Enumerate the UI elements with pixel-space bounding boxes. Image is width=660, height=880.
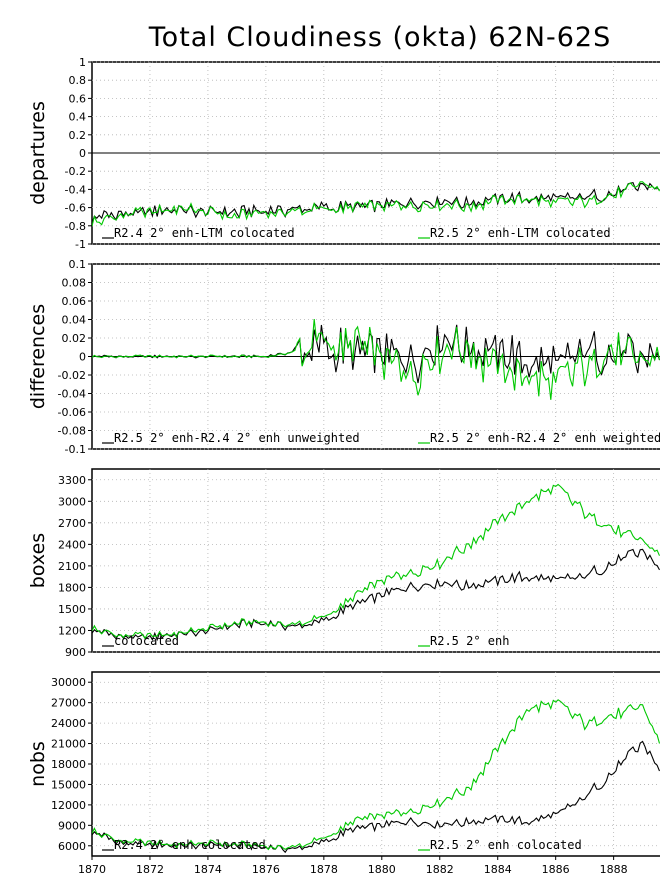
y-tick-label: 12000 [51,799,86,812]
y-tick-label: 30000 [51,676,86,689]
y-tick-label: 18000 [51,758,86,771]
y-tick-label: 2400 [58,538,86,551]
legend-label: R2.4 2° enh colocated [114,838,266,852]
y-tick-label: -0.08 [58,425,86,438]
y-tick-label: 1800 [58,581,86,594]
y-axis-label: boxes [27,533,49,588]
y-tick-label: 1500 [58,603,86,616]
y-tick-label: 9000 [58,819,86,832]
y-tick-label: -0.8 [65,220,86,233]
y-axis-label: departures [27,101,49,205]
x-tick-label: 1870 [78,863,106,876]
y-tick-label: -0.6 [65,202,86,215]
y-tick-label: -0.06 [58,406,86,419]
y-tick-label: 0.02 [62,332,87,345]
legend-label: R2.4 2° enh-LTM colocated [114,226,295,240]
legend-label: R2.5 2° enh [430,634,509,648]
panel-boxes: 900 1200 1500 1800 2100 2400 2700 3000 3300 boxes… [27,468,660,659]
series-line-green [92,319,660,400]
y-tick-label: -0.4 [65,183,86,196]
y-tick-label: 24000 [51,717,86,730]
chart-title: Total Cloudiness (okta) 62N-62S [148,22,612,53]
y-tick-label: 15000 [51,778,86,791]
x-tick-label: 1876 [252,863,280,876]
y-tick-label: 3300 [58,474,86,487]
y-tick-label: 1 [79,56,86,69]
y-axis-label: nobs [27,741,49,787]
panel-differences: -0.1 -0.08 -0.06 -0.04 -0.02 0 0.02 0.04 0.06 0.0… [27,258,660,456]
plot-frame [91,468,660,653]
y-tick-label: 0.8 [69,74,87,87]
y-tick-label: -1 [75,238,86,251]
legend-label: R2.5 2° enh-R2.4 2° enh weighted [430,431,660,445]
y-tick-label: -0.02 [58,369,86,382]
series-line-black [92,740,660,854]
x-tick-label: 1872 [136,863,164,876]
y-tick-label: -0.04 [58,388,86,401]
x-tick-label: 1880 [368,863,396,876]
panel-departures: -1 -0.8 -0.6 -0.4 -0.2 0 0.2 0.4 0.6 0.8 1 departur… [27,56,660,251]
y-tick-label: 27000 [51,697,86,710]
y-tick-label: 0.06 [62,295,87,308]
series-line-green [92,181,660,227]
series-line-black [92,181,660,224]
legend-label: R2.5 2° enh-R2.4 2° enh unweighted [114,431,360,445]
y-tick-label: 0.04 [62,314,87,327]
y-tick-label: 2700 [58,517,86,530]
x-tick-label: 1882 [426,863,454,876]
x-tick-label: 1878 [310,863,338,876]
legend-label: R2.5 2° enh-LTM colocated [430,226,611,240]
x-tick-label: 1884 [484,863,512,876]
x-axis: 1870 1872 1874 1876 1878 1880 1882 1884 1886 1888 [78,856,628,876]
legend-label: colocated [114,634,179,648]
y-axis-label: differences [27,304,49,409]
series-line-black [92,548,660,642]
x-tick-label: 1888 [600,863,628,876]
y-tick-label: 2100 [58,560,86,573]
series-line-green [92,483,660,640]
y-tick-label: 0.1 [69,258,87,271]
y-tick-label: 900 [65,646,86,659]
y-tick-label: 6000 [58,840,86,853]
y-tick-label: 0.6 [69,92,87,105]
y-tick-label: 0.08 [62,277,87,290]
y-tick-label: 0.4 [69,111,87,124]
legend-label: R2.5 2° enh colocated [430,838,582,852]
series-line-green [92,699,660,851]
y-tick-label: -0.1 [65,443,86,456]
y-tick-label: 0 [79,147,86,160]
y-tick-label: 1200 [58,624,86,637]
y-tick-label: 3000 [58,495,86,508]
y-tick-label: 0.2 [69,129,87,142]
y-tick-label: -0.2 [65,165,86,178]
x-tick-label: 1874 [194,863,222,876]
y-tick-label: 21000 [51,738,86,751]
panel-nobs: 6000 9000 12000 15000 18000 21000 24000 27000 30… [27,671,660,857]
y-tick-label: 0 [79,351,86,364]
x-tick-label: 1886 [542,863,570,876]
